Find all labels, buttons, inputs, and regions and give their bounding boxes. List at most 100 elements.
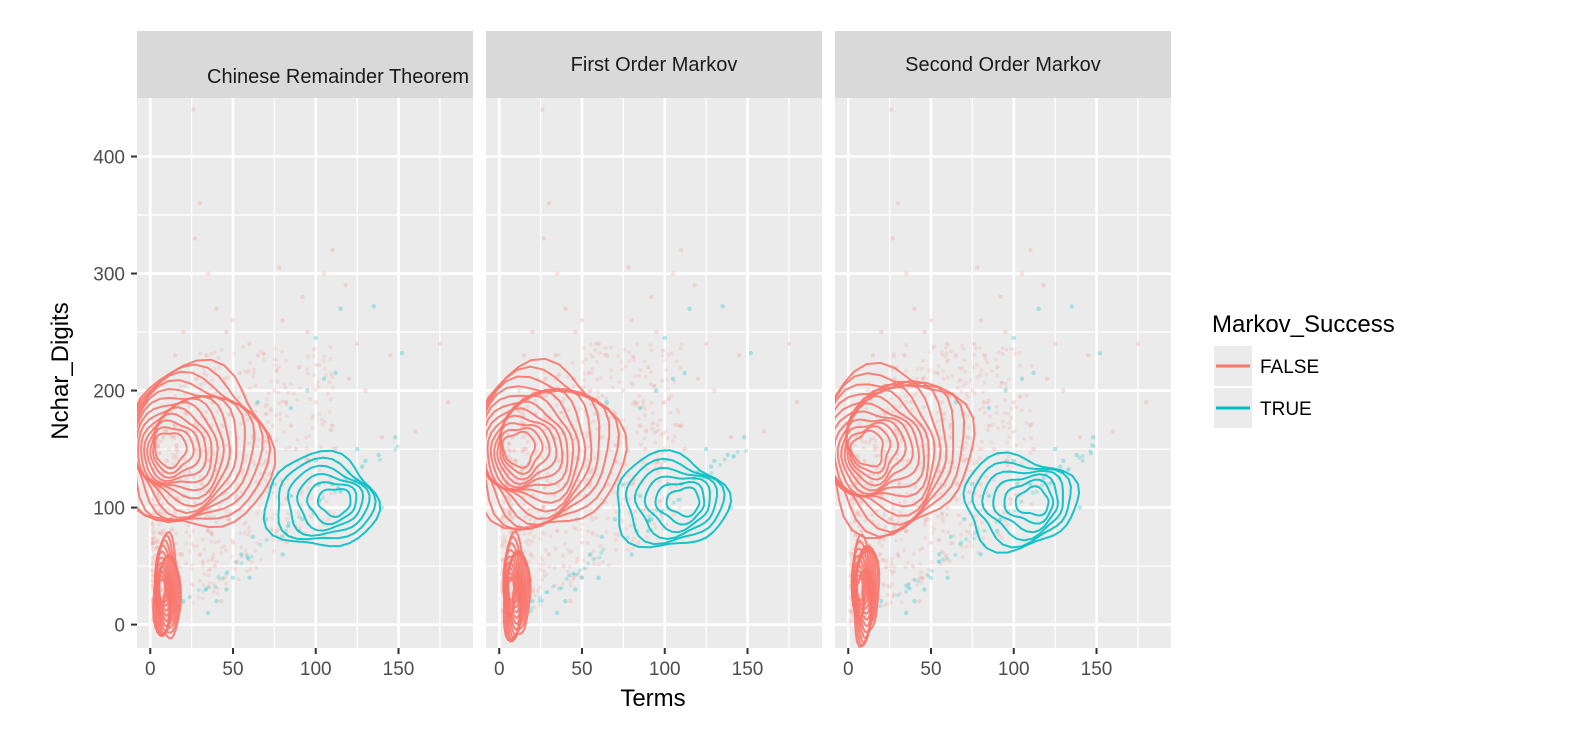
bg-point [960,554,965,559]
bg-point [913,485,918,490]
bg-point [613,532,618,537]
bg-point [961,346,966,351]
bg-point [609,345,614,350]
bg-point [959,532,964,537]
bg-point [268,505,273,510]
bg-point [160,502,165,507]
bg-point [929,568,934,573]
data-point [720,304,725,309]
data-point [1019,271,1025,276]
bg-point [670,439,675,444]
plot-area [137,107,451,640]
bg-point [664,479,669,484]
bg-point [284,447,289,452]
bg-point [631,382,636,387]
bg-point [322,367,327,372]
bg-point [227,412,232,417]
bg-point [665,387,670,392]
bg-point [567,550,572,555]
bg-point [525,451,530,456]
bg-point [522,549,527,554]
bg-point [622,505,627,510]
bg-point [194,447,199,452]
bg-point [241,522,246,527]
x-tick-label: 100 [998,659,1030,680]
bg-point [937,559,942,564]
bg-point [935,419,940,424]
data-point [288,405,294,411]
bg-point [648,343,653,348]
bg-point [317,363,322,368]
facet-panel: First Order Markov 0 50 100 150 [486,31,822,680]
bg-point [300,488,305,493]
data-point [1074,452,1079,458]
bg-point [585,477,590,482]
bg-point [636,416,641,421]
data-point [604,400,610,405]
bg-point [982,410,987,415]
contour-line [149,419,202,479]
bg-point [664,522,669,527]
bg-point [562,414,567,419]
bg-point [287,445,292,450]
bg-point [186,506,191,511]
bg-point [593,347,598,352]
bg-point [923,519,928,524]
bg-point [1047,481,1052,486]
bg-point [558,410,563,415]
bg-point [601,547,606,552]
bg-point [209,532,214,537]
bg-point [1030,490,1035,495]
bg-point [882,512,887,517]
bg-point [215,586,220,591]
data-point [922,587,927,592]
contour-line [137,363,272,522]
bg-point [158,530,163,535]
contour-line [835,379,948,526]
bg-point [187,549,192,554]
bg-point [544,394,549,399]
data-point [978,318,983,323]
bg-point [1007,425,1012,430]
bg-point [219,347,224,352]
bg-point [876,523,881,528]
bg-point [262,439,267,444]
bg-point [563,530,568,535]
bg-point [576,570,581,575]
bg-point [1080,454,1085,459]
bg-point [218,454,223,459]
bg-point [202,371,207,376]
bg-point [330,385,335,390]
bg-point [848,562,853,567]
contour-line [962,451,1081,554]
bg-point [557,586,562,591]
bg-point [921,358,926,363]
bg-point [968,522,973,527]
bg-point [151,540,156,545]
bg-point [911,551,916,556]
bg-point [896,479,901,484]
bg-point [246,557,251,562]
bg-point [284,358,289,363]
bg-point [191,475,196,480]
bg-point [230,538,235,543]
bg-point [273,413,278,418]
bg-point [574,526,579,531]
data-point [905,458,911,463]
bg-point [645,466,650,471]
bg-point [884,565,889,570]
bg-point [228,431,233,436]
bg-point [678,346,683,351]
data-point [682,370,687,376]
bg-point [628,523,633,528]
contour-line [654,480,706,526]
contour-line [496,414,558,486]
bg-point [937,538,942,543]
contour-line [486,388,587,513]
bg-point [983,474,988,479]
data-point [219,598,224,604]
bg-point [603,345,608,350]
bg-point [676,410,681,415]
bg-point [930,530,935,535]
bg-point [262,461,267,466]
